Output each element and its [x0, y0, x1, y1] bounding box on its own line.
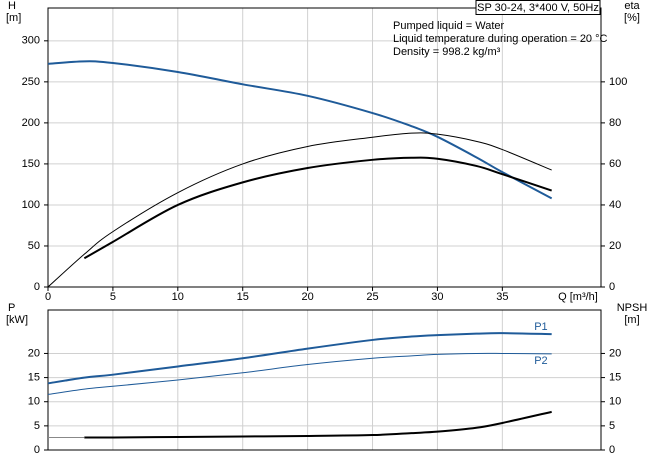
y-tick-label: 250 [22, 76, 40, 88]
x-tick-label: 15 [237, 291, 249, 303]
curve [47, 332, 552, 385]
y2-tick-label: 0 [609, 281, 615, 293]
annotation: Density = 998.2 kg/m³ [393, 46, 501, 58]
y-axis-label: P [8, 302, 15, 314]
plot-frame [47, 309, 602, 451]
series-label: P1 [534, 321, 547, 333]
x-axis-label: Q [m³/h] [558, 291, 598, 303]
y-tick-label: 50 [28, 240, 40, 252]
x-tick-label: 30 [431, 291, 443, 303]
x-tick-label: 25 [366, 291, 378, 303]
y-tick-label: 150 [22, 158, 40, 170]
series-label: P2 [534, 355, 547, 367]
y-axis-unit: [kW] [6, 314, 28, 326]
x-tick-label: 35 [496, 291, 508, 303]
y2-axis-label: eta [624, 0, 640, 12]
y2-tick-label: 15 [609, 371, 621, 383]
curve [47, 60, 553, 200]
y2-axis-unit: [%] [624, 12, 640, 24]
annotation: Liquid temperature during operation = 20… [393, 33, 608, 45]
y2-tick-label: 60 [609, 158, 621, 170]
y-tick-label: 200 [22, 117, 40, 129]
y2-tick-label: 20 [609, 347, 621, 359]
x-tick-label: 5 [110, 291, 116, 303]
y-tick-label: 20 [28, 347, 40, 359]
curve [47, 352, 552, 395]
x-tick-label: 10 [172, 291, 184, 303]
x-tick-label: 0 [45, 291, 51, 303]
y2-tick-label: 100 [609, 76, 627, 88]
y-tick-label: 300 [22, 35, 40, 47]
y-axis-label: H [8, 0, 16, 12]
y2-axis-unit: [m] [624, 314, 639, 326]
chart-title: SP 30-24, 3*400 V, 50Hz [477, 2, 599, 14]
y-tick-label: 100 [22, 199, 40, 211]
y-tick-label: 10 [28, 396, 40, 408]
annotation: Pumped liquid = Water [393, 20, 505, 32]
curve [47, 132, 552, 288]
y2-tick-label: 40 [609, 199, 621, 211]
y2-tick-label: 5 [609, 420, 615, 432]
y2-tick-label: 10 [609, 396, 621, 408]
y-tick-label: 5 [34, 420, 40, 432]
y-tick-label: 0 [34, 444, 40, 456]
y-tick-label: 15 [28, 371, 40, 383]
y2-axis-label: NPSH [617, 302, 648, 314]
curve [83, 156, 552, 260]
title-box [475, 0, 601, 15]
curve [84, 410, 552, 439]
y2-tick-label: 0 [609, 444, 615, 456]
y-tick-label: 0 [34, 281, 40, 293]
y-axis-unit: [m] [6, 12, 21, 24]
x-tick-label: 20 [301, 291, 313, 303]
y2-tick-label: 80 [609, 117, 621, 129]
plot-frame [47, 7, 602, 288]
y2-tick-label: 20 [609, 240, 621, 252]
